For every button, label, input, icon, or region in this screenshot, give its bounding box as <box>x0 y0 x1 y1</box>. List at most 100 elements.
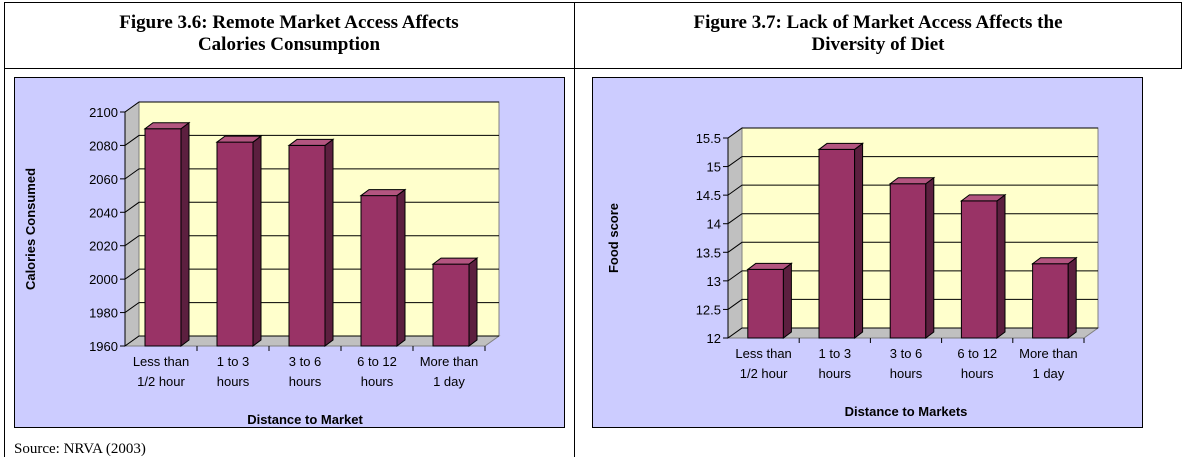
y-tick-label: 14 <box>707 217 721 232</box>
x-tick-label: More than <box>420 354 479 369</box>
x-tick-label: hours <box>961 366 994 381</box>
bar-top <box>215 135 263 143</box>
bar-side <box>324 138 334 347</box>
figure-title-left-line2: Calories Consumption <box>197 34 381 55</box>
bar <box>959 193 1007 339</box>
figure-title-right-line2: Diversity of Diet <box>811 34 945 55</box>
bar-front <box>1032 263 1069 339</box>
y-tick-label: 13.5 <box>696 245 721 260</box>
bar-side <box>252 135 262 347</box>
x-tick-label: hours <box>217 374 250 389</box>
gridline <box>124 168 499 180</box>
x-axis-title: Distance to Market <box>247 412 363 427</box>
header-row-divider <box>4 68 1182 69</box>
x-tick-label: 1 day <box>1032 366 1064 381</box>
bar-side <box>854 142 864 339</box>
x-tick-label: 1/2 hour <box>137 374 185 389</box>
x-tick-label: 1 day <box>433 374 465 389</box>
x-tick-label: 3 to 6 <box>890 346 923 361</box>
bar <box>143 121 191 347</box>
bar-front <box>144 128 182 347</box>
bar-front <box>818 148 856 339</box>
gridline <box>727 156 1098 167</box>
bar <box>215 135 263 347</box>
y-tick-label: 2060 <box>89 172 118 187</box>
y-tick-label: 2000 <box>89 272 118 287</box>
y-tick-label: 15 <box>707 160 721 175</box>
y-tick-label: 13 <box>707 274 721 289</box>
chart-food-score-svg: 12 12.5 13 13.5 14 14.5 15 15.5 Less than 1/2 hou… <box>606 127 1100 419</box>
y-tick-label: 2080 <box>89 138 118 153</box>
x-tick-label: 3 to 6 <box>289 354 322 369</box>
y-tick-label: 12.5 <box>696 302 721 317</box>
bar-front <box>960 200 998 339</box>
source-note: Source: NRVA (2003) <box>14 441 146 457</box>
bar-front <box>889 183 927 339</box>
bar-top <box>143 122 191 130</box>
figure-title-right-line1: Figure 3.7: Lack of Market Access Affect… <box>693 12 1063 33</box>
bar <box>431 257 479 347</box>
gridline <box>124 101 499 113</box>
x-tick-label: Less than <box>735 346 791 361</box>
bar-front <box>360 195 398 347</box>
x-tick-label: hours <box>890 366 923 381</box>
bar-side <box>925 176 935 339</box>
chart-calories: 1960 1980 2000 2020 2040 2060 2080 2100 Less tha… <box>14 77 565 428</box>
y-axis-title: Calories Consumed <box>23 168 38 290</box>
y-tick-label: 2040 <box>89 205 118 220</box>
x-tick-label: 1 to 3 <box>819 346 852 361</box>
y-tick-label: 14.5 <box>696 188 721 203</box>
y-tick-label: 2020 <box>89 239 118 254</box>
bar-top <box>1031 257 1078 265</box>
x-tick-label: More than <box>1019 346 1078 361</box>
y-tick-label: 1960 <box>89 339 118 354</box>
bar-top <box>359 189 407 197</box>
x-tick-label: Less than <box>133 354 189 369</box>
bar-side <box>1067 256 1077 339</box>
bar-front <box>432 263 470 347</box>
x-tick-label: 6 to 12 <box>957 346 997 361</box>
plot-area-side-wall <box>727 127 743 339</box>
bar <box>1031 256 1078 339</box>
table-border-top <box>4 2 1182 3</box>
y-tick-label: 2100 <box>89 105 118 120</box>
bar-front <box>216 141 254 347</box>
figure-title-left-line1: Figure 3.6: Remote Market Access Affects <box>119 12 459 33</box>
x-tick-label: hours <box>819 366 852 381</box>
bar-top <box>431 257 479 265</box>
x-tick-label: 1 to 3 <box>217 354 250 369</box>
y-axis-title: Food score <box>606 203 621 273</box>
bar-top <box>817 142 865 150</box>
gridline <box>727 184 1098 196</box>
gridline <box>727 127 1098 139</box>
bar-front <box>747 268 784 339</box>
y-tick-label: 15.5 <box>696 131 721 146</box>
y-tick-label: 1980 <box>89 306 118 321</box>
figure-table: Figure 3.6: Remote Market Access Affects… <box>4 2 1182 457</box>
bar-top <box>287 138 335 146</box>
chart-calories-svg: 1960 1980 2000 2020 2040 2060 2080 2100 Less tha… <box>23 101 501 427</box>
bar-top <box>888 177 936 185</box>
x-tick-label: 1/2 hour <box>740 366 788 381</box>
bar <box>888 176 936 339</box>
bar-side <box>180 121 190 347</box>
bar <box>817 142 865 339</box>
bar <box>287 138 335 347</box>
bar-front <box>288 144 326 347</box>
x-tick-label: hours <box>361 374 394 389</box>
y-tick-label: 12 <box>707 331 721 346</box>
table-divider-center <box>574 2 575 457</box>
bar-side <box>996 193 1006 339</box>
bar-top <box>746 262 793 270</box>
bar-top <box>959 194 1007 202</box>
x-axis-title: Distance to Markets <box>845 404 968 419</box>
bar <box>359 188 407 347</box>
plot-area-side-wall <box>124 101 140 347</box>
table-border-left <box>4 2 5 457</box>
bar-side <box>468 257 478 347</box>
x-tick-label: 6 to 12 <box>357 354 397 369</box>
gridline <box>124 134 499 146</box>
table-border-right <box>1181 2 1182 68</box>
x-tick-label: hours <box>289 374 322 389</box>
bar-side <box>782 262 792 339</box>
